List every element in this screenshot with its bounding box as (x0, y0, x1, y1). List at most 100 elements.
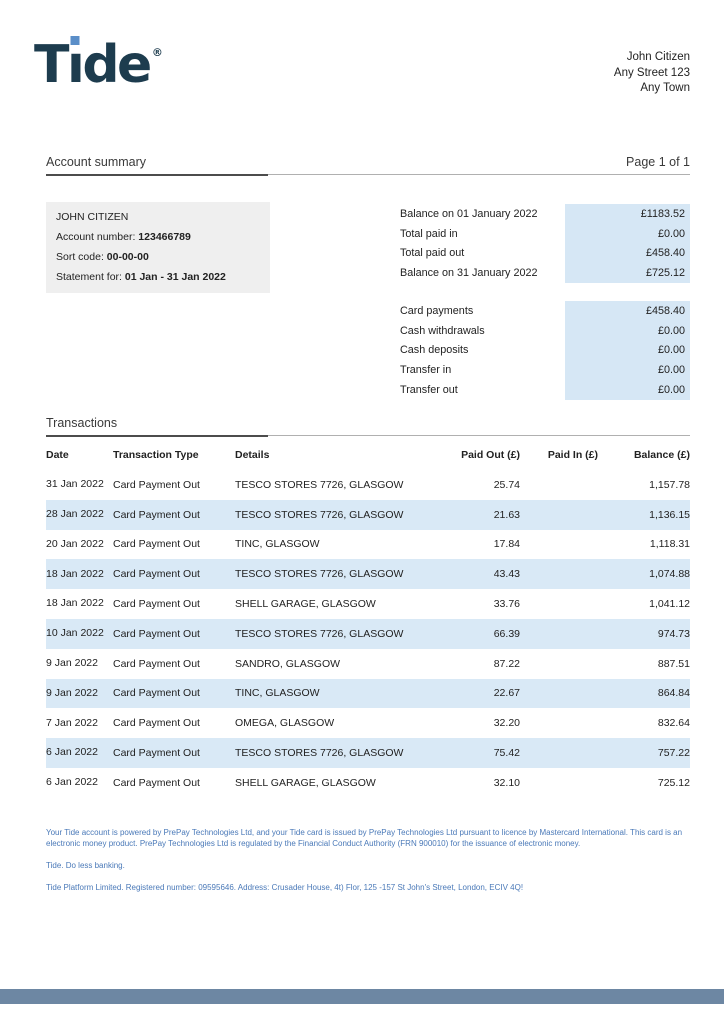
table-row: 6 Jan 2022 Card Payment Out SHELL GARAGE, … (46, 768, 690, 798)
cell-type: Card Payment Out (113, 568, 200, 581)
account-summary-header: Account summary Page 1 of 1 (46, 155, 690, 176)
cell-balance: 1,157.78 (649, 478, 690, 491)
recipient-town: Any Town (640, 82, 690, 94)
cell-paid-out: 33.76 (493, 598, 520, 611)
summary-value: £0.00 (565, 360, 690, 381)
cell-type: Card Payment Out (113, 776, 200, 789)
summary-row: Cash deposits £0.00 (400, 340, 690, 361)
cell-details: TESCO STORES 7726, GLASGOW (235, 508, 404, 521)
column-header-balance: Balance (£) (633, 449, 690, 461)
cell-balance: 725.12 (657, 776, 690, 789)
cell-details: TESCO STORES 7726, GLASGOW (235, 478, 404, 491)
cell-details: TESCO STORES 7726, GLASGOW (235, 627, 404, 640)
transactions-header: Transactions (46, 416, 690, 437)
cell-paid-in (520, 781, 598, 785)
table-row: 7 Jan 2022 Card Payment Out OMEGA, GLASGOW… (46, 708, 690, 738)
sort-code-value: 00-00-00 (106, 251, 149, 263)
summary-value: £0.00 (565, 340, 690, 361)
cell-balance: 1,041.12 (649, 598, 690, 611)
summary-row: Total paid out £458.40 (400, 243, 690, 264)
footer: Your Tide account is powered by PrePay T… (46, 827, 692, 904)
cell-type: Card Payment Out (113, 717, 200, 730)
column-header-details: Details (235, 449, 270, 461)
cell-date: 18 Jan 2022 (46, 597, 104, 610)
cell-balance: 832.64 (657, 717, 690, 730)
cell-paid-out: 87.22 (493, 657, 520, 670)
cell-paid-in (520, 632, 598, 636)
cell-date: 9 Jan 2022 (46, 656, 98, 669)
cell-balance: 974.73 (657, 627, 690, 640)
transactions-title: Transactions (46, 416, 118, 430)
cell-balance: 1,136.15 (649, 508, 690, 521)
summary-row: Transfer in £0.00 (400, 360, 690, 381)
summary-label: Card payments (400, 304, 474, 317)
balance-summary: Balance on 01 January 2022 £1183.52 Total … (400, 204, 690, 284)
summary-row: Balance on 01 January 2022 £1183.52 (400, 204, 690, 224)
cell-details: SANDRO, GLASGOW (235, 657, 341, 670)
summary-row: Transfer out £0.00 (400, 380, 690, 400)
cell-balance: 1,074.88 (649, 568, 690, 581)
table-row: 18 Jan 2022 Card Payment Out SHELL GARAGE,… (46, 589, 690, 619)
transactions-table: Date Transaction Type Details Paid Out (… (46, 444, 690, 798)
cell-details: TESCO STORES 7726, GLASGOW (235, 568, 404, 581)
table-row: 6 Jan 2022 Card Payment Out TESCO STORES 7… (46, 738, 690, 768)
cell-paid-in (520, 513, 598, 517)
cell-details: TESCO STORES 7726, GLASGOW (235, 747, 404, 760)
cell-date: 18 Jan 2022 (46, 567, 104, 580)
cell-paid-out: 22.67 (493, 687, 520, 700)
table-row: 18 Jan 2022 Card Payment Out TESCO STORES … (46, 559, 690, 590)
activity-summary: Card payments £458.40 Cash withdrawals £0.0… (400, 301, 690, 400)
logo-letters-de: de (82, 35, 152, 95)
cell-date: 6 Jan 2022 (46, 776, 98, 789)
summary-label: Cash withdrawals (400, 324, 485, 337)
bottom-accent-bar (0, 989, 724, 1004)
table-row: 9 Jan 2022 Card Payment Out SANDRO, GLASGO… (46, 649, 690, 679)
cell-type: Card Payment Out (113, 478, 200, 491)
summary-label: Total paid out (400, 247, 465, 260)
transactions-table-body: 31 Jan 2022 Card Payment Out TESCO STORES … (46, 470, 690, 798)
recipient-street: Any Street 123 (613, 66, 690, 79)
cell-paid-out: 25.74 (493, 478, 520, 491)
cell-paid-out: 17.84 (493, 538, 520, 551)
account-number-line: Account number: 123466789 (56, 231, 191, 243)
cell-paid-out: 43.43 (493, 568, 520, 581)
cell-type: Card Payment Out (113, 747, 200, 760)
cell-paid-out: 66.39 (493, 627, 520, 640)
summary-label: Transfer in (400, 364, 452, 377)
recipient-name: John Citizen (626, 51, 690, 63)
tagline-text: Tide. Do less banking. (46, 861, 125, 870)
cell-paid-in (520, 662, 598, 666)
statement-period-line: Statement for: 01 Jan - 31 Jan 2022 (56, 271, 226, 283)
account-holder-name: JOHN CITIZEN (56, 211, 129, 223)
table-header-row: Date Transaction Type Details Paid Out (… (46, 444, 690, 470)
registered-trademark-icon: ® (151, 46, 163, 59)
summary-label: Balance on 01 January 2022 (400, 207, 538, 220)
summary-label: Cash deposits (400, 344, 469, 357)
regulatory-text: Your Tide account is powered by PrePay T… (46, 828, 683, 848)
cell-balance: 1,118.31 (649, 538, 690, 551)
recipient-address: John Citizen Any Street 123 Any Town (614, 50, 690, 97)
table-row: 10 Jan 2022 Card Payment Out TESCO STORES … (46, 618, 690, 649)
cell-date: 10 Jan 2022 (46, 627, 104, 640)
cell-balance: 864.84 (657, 687, 690, 700)
account-info-box: JOHN CITIZEN Account number: 123466789 S… (46, 202, 270, 293)
summary-row: Card payments £458.40 (400, 301, 690, 321)
cell-balance: 757.22 (657, 747, 690, 760)
cell-details: TINC, GLASGOW (235, 538, 320, 551)
cell-type: Card Payment Out (113, 508, 200, 521)
table-row: 20 Jan 2022 Card Payment Out TINC, GLASGOW… (46, 530, 690, 560)
summary-label: Transfer out (400, 384, 458, 397)
cell-paid-in (520, 721, 598, 725)
cell-date: 31 Jan 2022 (46, 478, 104, 491)
table-row: 28 Jan 2022 Card Payment Out TESCO STORES … (46, 499, 690, 530)
cell-details: OMEGA, GLASGOW (235, 717, 335, 730)
cell-paid-out: 32.20 (493, 717, 520, 730)
tide-logo: Tı de ® (34, 30, 163, 114)
summary-label: Balance on 31 January 2022 (400, 267, 538, 280)
column-header-paid-out: Paid Out (£) (461, 449, 520, 461)
cell-paid-in (520, 483, 598, 487)
cell-paid-in (520, 542, 598, 546)
cell-paid-in (520, 751, 598, 755)
cell-paid-in (520, 572, 598, 576)
logo-dot-icon (70, 36, 80, 45)
